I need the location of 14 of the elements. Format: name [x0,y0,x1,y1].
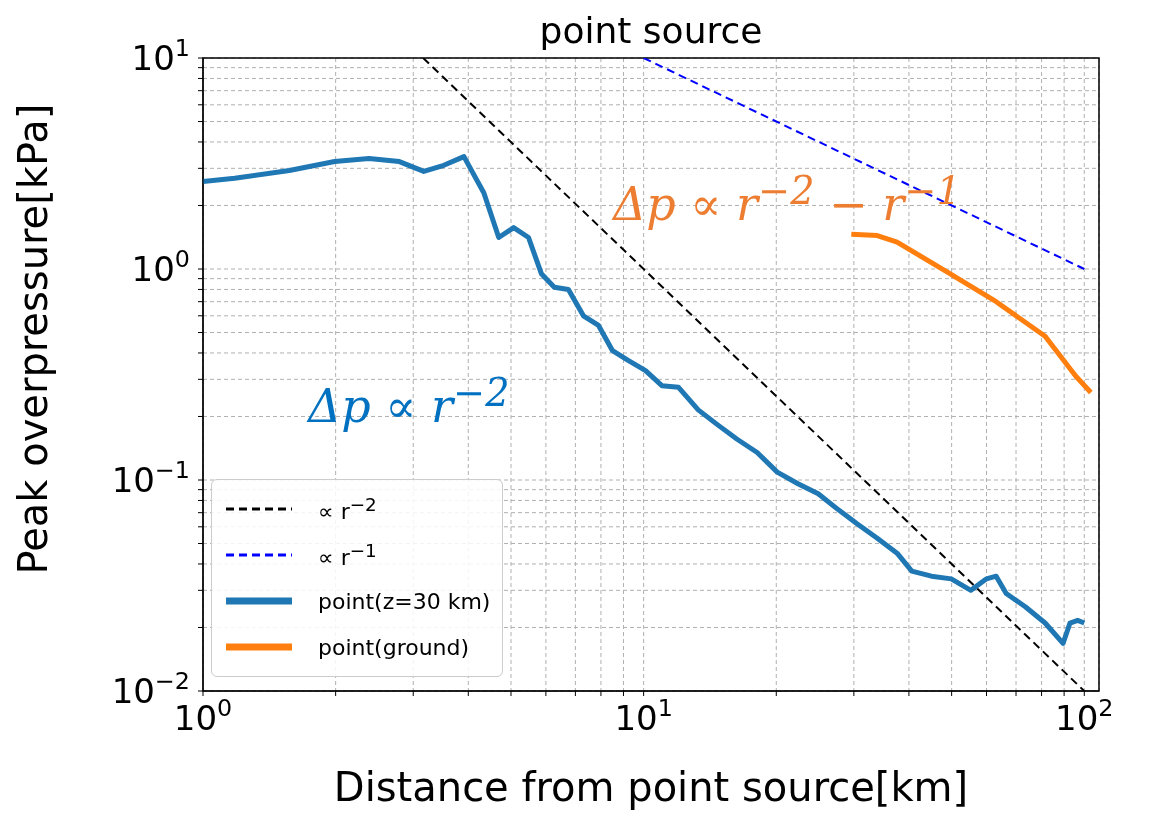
y-tick-label: 10$^{−1}$ [111,456,190,500]
legend-label: point(ground) [318,634,470,660]
y-axis-title: Peak overpressure[kPa] [10,103,57,575]
annotation: Δp ∝ r$^{−2}$ [308,370,510,434]
x-tick-label: 10$^{1}$ [614,694,673,738]
legend-label: ∝ r$^{−1}$ [318,539,377,571]
chart-title: point source [538,10,764,51]
y-tick-label: 10$^{0}$ [131,245,190,289]
annotation: Δp ∝ r$^{−2}$ − r$^{−1}$ [613,168,961,232]
x-axis-title: Distance from point source[km] [333,764,969,810]
legend-label: point(z=30 km) [318,588,491,614]
x-tick-label: 10$^{2}$ [1055,694,1114,738]
legend-label: ∝ r$^{−2}$ [318,493,377,525]
y-tick-label: 10$^{1}$ [131,34,190,78]
